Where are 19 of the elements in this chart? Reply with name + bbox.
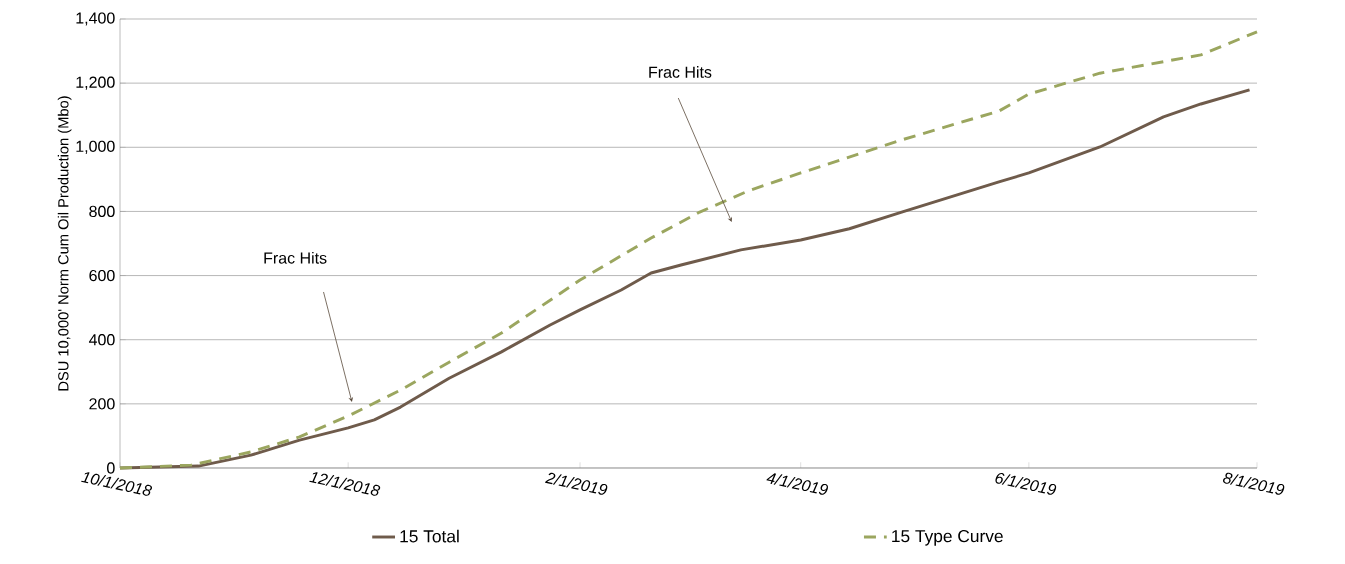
y-tick-label: 800 — [89, 205, 115, 218]
x-tick-label: 6/1/2019 — [995, 472, 1057, 495]
y-tick-label: 1,200 — [76, 76, 115, 90]
y-tick-label: 1,400 — [76, 12, 115, 26]
y-tick-label: 1,000 — [76, 140, 115, 154]
y-tick-label: 0 — [107, 462, 115, 474]
x-tick-label: 4/1/2019 — [766, 473, 829, 495]
legend-label: 15 Total — [400, 529, 459, 543]
x-tick-label: 8/1/2019 — [1222, 472, 1285, 495]
annotation: Frac Hits — [649, 66, 712, 78]
legend-label: 15 Type Curve — [892, 529, 1003, 546]
x-tick-label: 10/1/2018 — [81, 472, 153, 496]
y-tick-label: 200 — [89, 398, 115, 410]
x-tick-label: 12/1/2018 — [309, 472, 381, 496]
x-tick-label: 2/1/2019 — [545, 472, 608, 495]
y-tick-label: 400 — [88, 334, 115, 346]
y-axis-title: DSU 10,000' Norm Cum Oil Production (Mbo) — [57, 96, 72, 391]
y-tick-label: 600 — [89, 269, 115, 282]
annotation: Frac Hits — [264, 252, 327, 264]
